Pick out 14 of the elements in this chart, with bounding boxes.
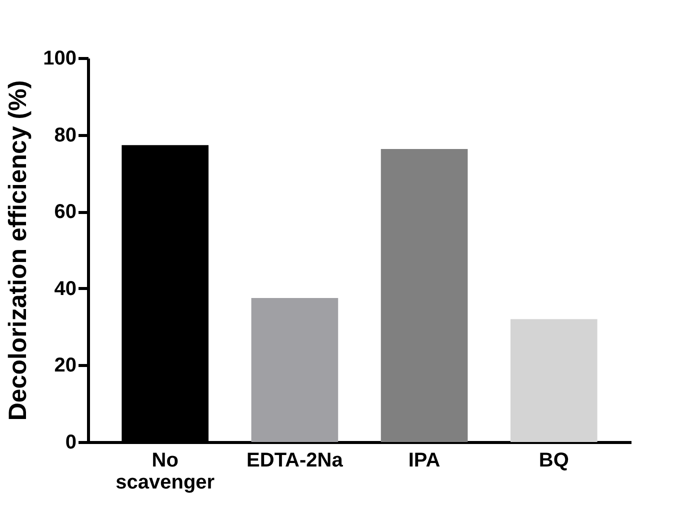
x-tick-label: No scavenger: [116, 450, 215, 494]
y-tick-label: 80: [54, 124, 76, 146]
y-tick-label: 0: [65, 432, 76, 454]
y-tick-label: 40: [54, 278, 76, 300]
x-tick-label: EDTA-2Na: [246, 450, 344, 472]
y-tick-label: 100: [43, 48, 76, 70]
y-tick-label: 20: [54, 354, 76, 377]
x-tick-label: IPA: [408, 450, 440, 472]
y-axis-title: Decolorization efficiency (%): [4, 80, 32, 421]
bar: [510, 319, 598, 442]
bar: [251, 298, 338, 442]
y-tick-label: 60: [54, 201, 76, 224]
x-tick-label: BQ: [538, 450, 569, 472]
bar: [380, 149, 468, 442]
